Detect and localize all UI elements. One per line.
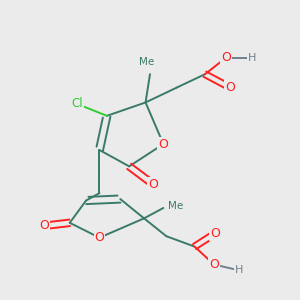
Text: Cl: Cl [71, 98, 83, 110]
Text: O: O [225, 81, 235, 94]
Text: O: O [148, 178, 158, 191]
Text: O: O [158, 138, 168, 151]
Text: H: H [248, 53, 257, 63]
Text: O: O [211, 227, 220, 240]
Text: Me: Me [140, 57, 155, 67]
Text: O: O [40, 219, 50, 232]
Text: Me: Me [168, 202, 183, 212]
Text: H: H [235, 266, 243, 275]
Text: O: O [221, 51, 231, 64]
Text: O: O [94, 231, 104, 244]
Text: O: O [209, 258, 219, 271]
